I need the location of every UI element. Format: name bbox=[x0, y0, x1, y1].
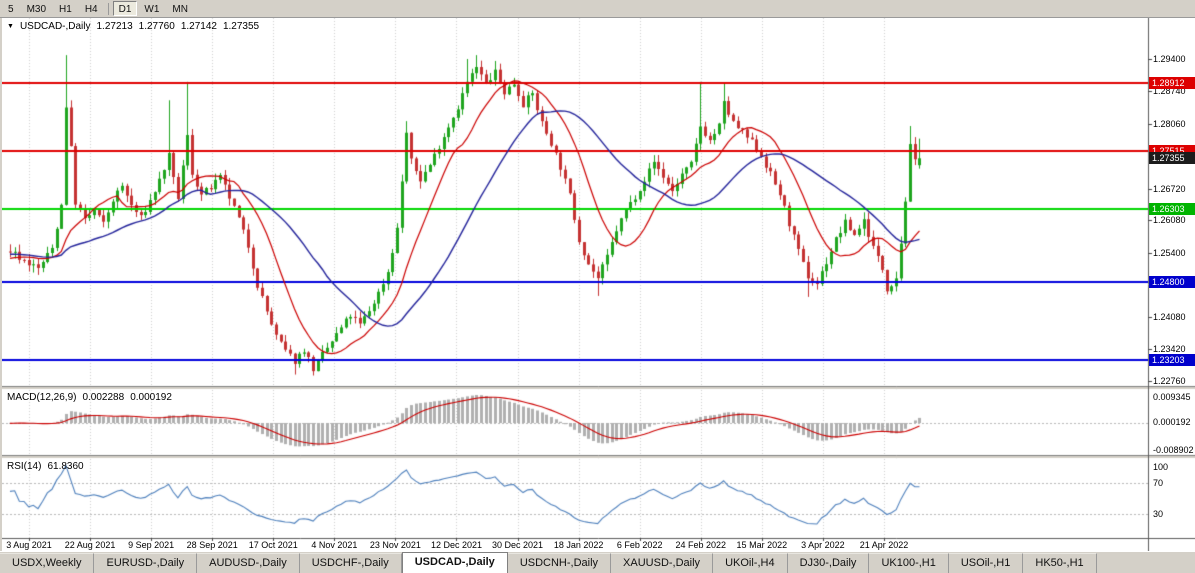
tab-usdcad-daily[interactable]: USDCAD-,Daily bbox=[401, 552, 508, 573]
tab-hk50-h1[interactable]: HK50-,H1 bbox=[1023, 553, 1097, 573]
timeframe-button-mn[interactable]: MN bbox=[172, 4, 188, 15]
timeframe-button-m30[interactable]: M30 bbox=[26, 4, 47, 15]
tab-eurusd-daily[interactable]: EURUSD-,Daily bbox=[94, 553, 198, 573]
tab-usdchf-daily[interactable]: USDCHF-,Daily bbox=[299, 553, 402, 573]
tab-xauusd-daily[interactable]: XAUUSD-,Daily bbox=[611, 553, 714, 573]
timeframe-button-5[interactable]: 5 bbox=[8, 4, 14, 15]
tab-usoil-h1[interactable]: USOil-,H1 bbox=[948, 553, 1024, 573]
tab-uk100-h1[interactable]: UK100-,H1 bbox=[869, 553, 949, 573]
toolbar-separator bbox=[107, 2, 109, 15]
timeframe-toolbar: 5 M30 H1 H4 D1 W1 MN bbox=[0, 0, 1195, 18]
tab-ukoil-h4[interactable]: UKOil-,H4 bbox=[713, 553, 788, 573]
chart-canvas[interactable] bbox=[2, 18, 1195, 551]
tab-usdx-weekly[interactable]: USDX,Weekly bbox=[0, 553, 95, 573]
symbol-tabbar: USDX,Weekly EURUSD-,Daily AUDUSD-,Daily USD… bbox=[0, 551, 1195, 573]
tab-dj30-daily[interactable]: DJ30-,Daily bbox=[787, 553, 870, 573]
timeframe-button-d1[interactable]: D1 bbox=[112, 1, 138, 16]
timeframe-button-w1[interactable]: W1 bbox=[144, 4, 160, 15]
tab-usdcnh-daily[interactable]: USDCNH-,Daily bbox=[507, 553, 612, 573]
timeframe-button-h1[interactable]: H1 bbox=[59, 4, 72, 15]
chart-window: ▼ USDCAD-,Daily 1.27213 1.27760 1.27142 … bbox=[0, 18, 1195, 551]
tab-audusd-daily[interactable]: AUDUSD-,Daily bbox=[197, 553, 300, 573]
timeframe-button-h4[interactable]: H4 bbox=[84, 4, 98, 15]
